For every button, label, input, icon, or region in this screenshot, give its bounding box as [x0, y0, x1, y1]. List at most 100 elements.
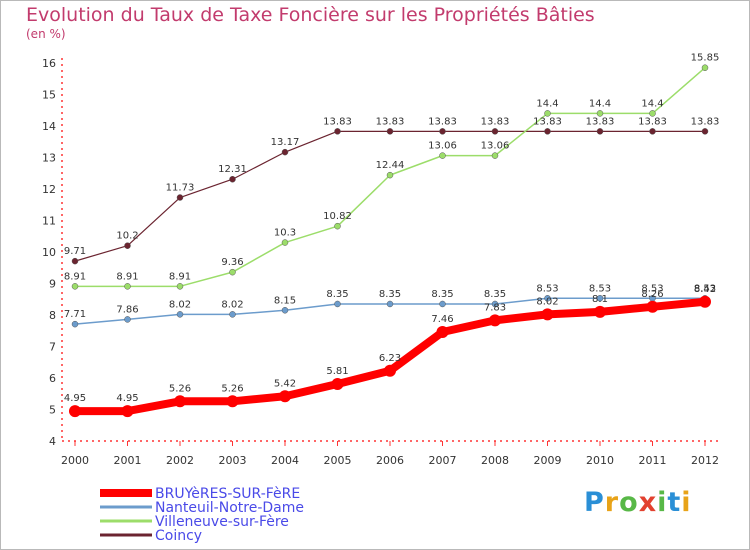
data-label: 13.83 — [533, 116, 562, 127]
data-point — [489, 314, 501, 327]
data-point — [544, 295, 551, 302]
chart-subtitle: (en %) — [26, 27, 66, 41]
legend-label: Nanteuil-Notre-Dame — [155, 500, 304, 516]
data-label: 8.53 — [589, 283, 611, 294]
chart-axes: 4 5 6 7 8 9 10 11 12 13 14 15 16 2000 2001 2002 2003 2004… — [42, 57, 720, 467]
logo-letter: o — [619, 487, 639, 518]
data-point — [121, 405, 134, 418]
data-label: 10.2 — [116, 231, 138, 242]
data-label: 8.91 — [116, 271, 138, 282]
data-label: 5.81 — [326, 366, 348, 377]
x-tick-label: 2006 — [376, 454, 404, 467]
data-point — [649, 128, 656, 135]
data-point — [124, 283, 131, 290]
x-tick-label: 2005 — [324, 454, 352, 467]
data-point — [281, 307, 289, 314]
y-tick-label: 13 — [42, 152, 56, 165]
data-point — [439, 128, 446, 135]
data-point — [71, 283, 79, 290]
series-line — [74, 130, 705, 262]
data-point — [71, 320, 79, 328]
data-point — [439, 152, 446, 159]
data-label: 5.26 — [221, 383, 243, 394]
data-label: 8.35 — [431, 289, 453, 300]
x-tick-label: 2011 — [639, 454, 667, 467]
data-label: 4.95 — [64, 393, 86, 404]
y-tick-label: 5 — [49, 404, 56, 417]
data-point — [439, 300, 446, 308]
data-label: 10.82 — [323, 211, 352, 222]
data-label: 8.02 — [536, 296, 558, 307]
y-tick-label: 8 — [49, 309, 56, 322]
logo-letter: i — [657, 487, 668, 518]
data-label: 8.35 — [484, 289, 506, 300]
x-tick-label: 2000 — [61, 454, 89, 467]
x-tick-label: 2003 — [219, 454, 247, 467]
x-tick-label: 2001 — [114, 454, 142, 467]
data-point — [701, 128, 709, 135]
data-label: 11.73 — [166, 183, 195, 194]
chart-data-labels: 9.71 10.2 11.73 12.31 13.17 13.83 13.83 13.83 13… — [64, 53, 719, 404]
data-label: 7.83 — [484, 302, 506, 313]
data-label: 7.71 — [64, 309, 86, 320]
data-point — [229, 175, 236, 183]
y-tick-label: 14 — [42, 120, 56, 133]
data-label: 7.86 — [116, 304, 138, 315]
chart-title: Evolution du Taux de Taxe Foncière sur l… — [26, 4, 595, 26]
data-label: 8.53 — [641, 283, 663, 294]
data-label: 13.06 — [481, 141, 510, 152]
data-label: 13.83 — [691, 116, 720, 127]
data-label: 13.83 — [638, 116, 667, 127]
data-point — [334, 222, 341, 230]
data-point — [71, 257, 79, 265]
data-label: 13.83 — [323, 116, 352, 127]
x-tick-label: 2002 — [166, 454, 194, 467]
data-point — [701, 64, 709, 71]
logo-letter: i — [681, 487, 692, 518]
data-point — [69, 405, 81, 418]
data-point — [124, 316, 131, 323]
data-point — [386, 300, 394, 308]
y-tick-label: 4 — [49, 435, 56, 448]
data-point — [281, 239, 289, 246]
x-tick-label: 2012 — [691, 454, 719, 467]
chart-series — [69, 64, 711, 418]
data-label: 8.91 — [64, 271, 86, 282]
data-label: 13.17 — [271, 137, 300, 148]
y-tick-label: 7 — [49, 341, 56, 354]
data-label: 8.35 — [326, 289, 348, 300]
data-point — [596, 110, 604, 117]
data-label: 13.83 — [376, 116, 405, 127]
data-label: 13.83 — [428, 116, 457, 127]
data-label: 10.3 — [274, 228, 296, 239]
data-label: 8.26 — [641, 289, 663, 300]
logo-letter: x — [638, 487, 658, 518]
data-point — [594, 305, 606, 318]
data-point — [541, 308, 554, 321]
data-label: 4.95 — [116, 393, 138, 404]
data-label: 13.83 — [481, 116, 510, 127]
data-point — [279, 390, 291, 403]
y-tick-label: 15 — [42, 89, 56, 102]
x-tick-label: 2008 — [481, 454, 509, 467]
data-point — [229, 268, 236, 276]
y-tick-label: 11 — [42, 215, 56, 228]
data-point — [226, 395, 239, 408]
data-label: 13.06 — [428, 141, 457, 152]
data-label: 12.31 — [218, 164, 247, 175]
data-point — [281, 148, 289, 156]
data-point — [544, 128, 551, 135]
x-tick-label: 2004 — [271, 454, 299, 467]
y-tick-label: 6 — [49, 372, 56, 385]
data-label: 8.02 — [169, 299, 191, 310]
data-point — [596, 128, 604, 135]
data-label: 9.36 — [221, 257, 243, 268]
legend-label: Coincy — [155, 528, 202, 544]
y-tick-label: 16 — [42, 57, 56, 70]
x-tick-label: 2009 — [534, 454, 562, 467]
logo-letter: P — [584, 487, 605, 518]
data-label: 8.1 — [592, 294, 608, 305]
data-label: 8.53 — [694, 283, 716, 294]
data-point — [386, 171, 394, 179]
